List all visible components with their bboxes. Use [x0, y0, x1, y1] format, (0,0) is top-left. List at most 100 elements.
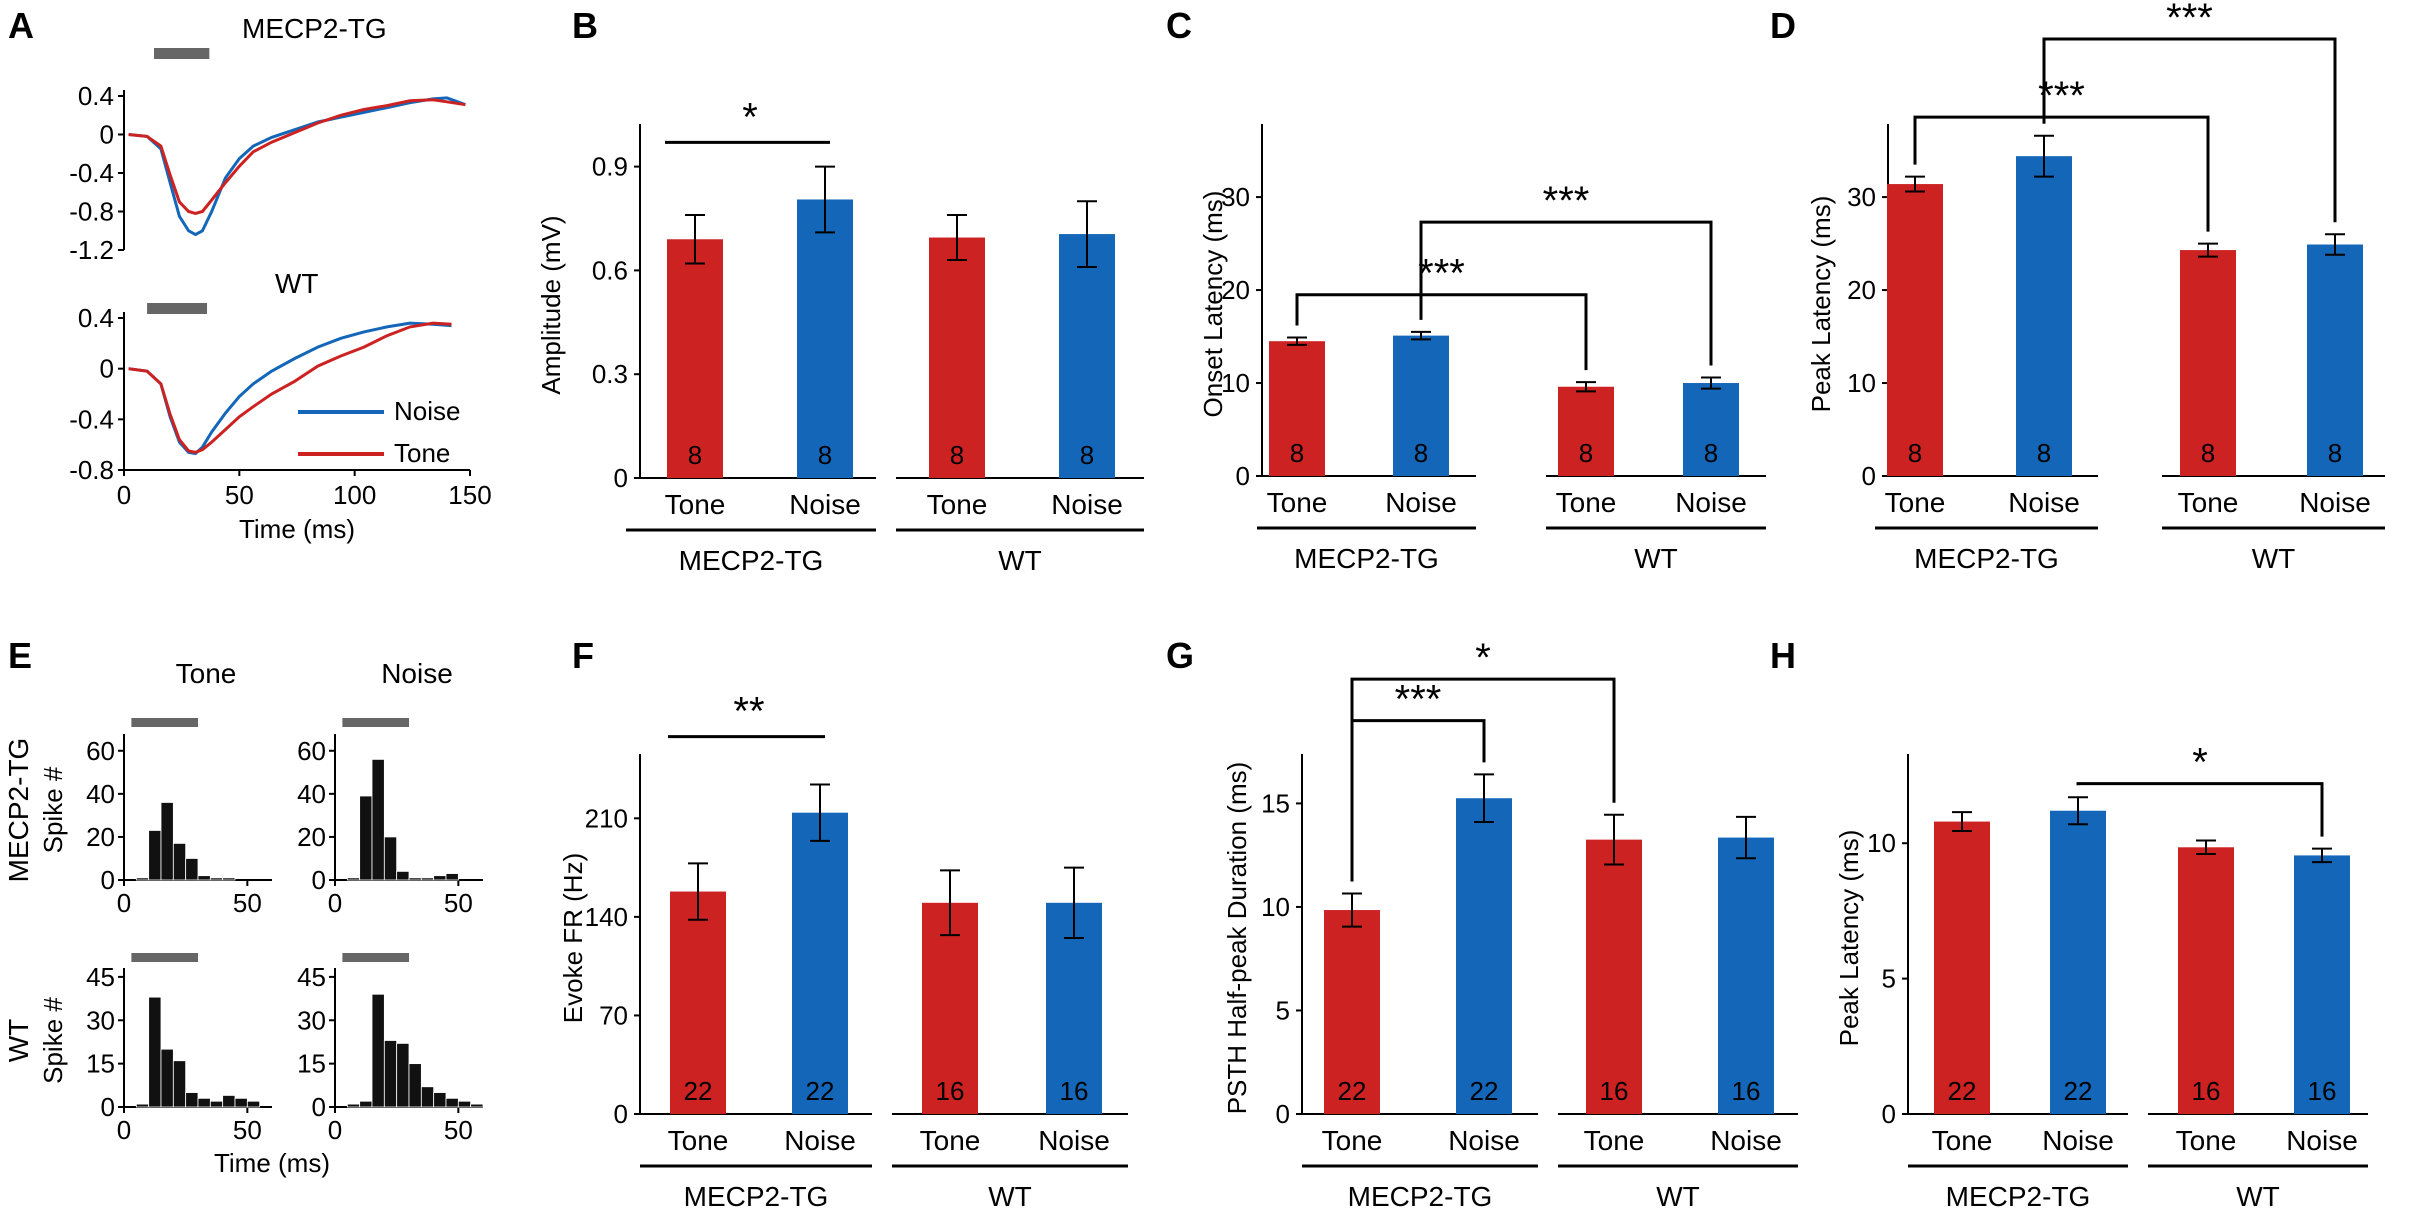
panel-f-n-label-1: 22 [806, 1076, 835, 1106]
panel-e-mecp2-tone-bin-2 [148, 830, 162, 881]
panel-f-n-label-0: 22 [684, 1076, 713, 1106]
panel-e-mecp2-tone-bin-7 [209, 877, 224, 881]
panel-g-y-tick-label-1: 5 [1276, 995, 1290, 1025]
panel-d-n-label-0: 8 [1908, 438, 1922, 468]
panel-e-mecp2-tone-y-tick-label-1: 20 [86, 822, 115, 852]
panel-d-y-tick-label-3: 30 [1847, 182, 1876, 212]
panel-g-n-label-3: 16 [1732, 1076, 1761, 1106]
panel-d-n-label-1: 8 [2037, 438, 2051, 468]
panel-e-wt-tone-bin-10 [246, 1100, 261, 1108]
panel-c-sig-bracket-1 [1419, 220, 1713, 366]
panel-e-wt-noise-y-tick-label-2: 30 [297, 1005, 326, 1035]
panel-g-category-label-2: Tone [1584, 1125, 1645, 1156]
panel-f-category-label-1: Noise [784, 1125, 856, 1156]
panel-d-group-label-mecp2: MECP2-TG [1914, 543, 2059, 574]
panel-e-mecp2-tone-bin-8 [222, 877, 236, 881]
panel-h-n-label-2: 16 [2192, 1076, 2221, 1106]
panel-h-category-label-0: Tone [1932, 1125, 1993, 1156]
panel-e-mecp2-noise-bin-7 [420, 877, 435, 881]
panel-f-group-label-mecp2: MECP2-TG [684, 1181, 829, 1208]
panel-e-wt-tone-bin-2 [148, 996, 162, 1108]
panel-a-mecp2-y-tick-label-0: 0.4 [78, 81, 114, 111]
panel-d-n-label-3: 8 [2328, 438, 2342, 468]
panel-b-y-tick-label-0: 0 [614, 463, 628, 493]
panel-h-group-label-mecp2: MECP2-TG [1946, 1181, 2091, 1208]
panel-a-wt-legend-label-noise: Noise [394, 396, 460, 426]
panel-g-group-label-mecp2: MECP2-TG [1348, 1181, 1493, 1208]
panel-e-mecp2-noise-y-tick-label-3: 60 [297, 736, 326, 766]
panel-d-category-label-1: Noise [2008, 487, 2080, 518]
panel-c-category-label-1: Noise [1385, 487, 1457, 518]
panel-c-bar-1 [1393, 335, 1449, 476]
panel-c-y-tick-label-2: 20 [1221, 275, 1250, 305]
panel-d-y-tick-label-1: 10 [1847, 368, 1876, 398]
panel-e-mecp2-tone-row-label: MECP2-TG [3, 738, 34, 883]
panel-a-wt-y-tick-label-1: 0 [100, 354, 114, 384]
panel-g-y-axis-label: PSTH Half-peak Duration (ms) [1222, 762, 1252, 1115]
panel-a-mecp2-title: MECP2-TG [242, 13, 387, 44]
panel-b-n-label-0: 8 [688, 440, 702, 470]
panel-e-mecp2-tone-stimulus-bar [131, 718, 198, 727]
panel-f-n-label-3: 16 [1060, 1076, 1089, 1106]
panel-d-bar-3 [2307, 244, 2363, 476]
panel-c-sig-label-1: *** [1543, 179, 1590, 223]
panel-e-mecp2-tone-y-tick-label-0: 0 [101, 865, 115, 895]
panel-e-mecp2-noise-y-tick-label-0: 0 [312, 865, 326, 895]
panel-d-category-label-2: Tone [2178, 487, 2239, 518]
panel-b-bar-2 [929, 237, 985, 478]
panel-e-wt-noise-y-tick-label-1: 15 [297, 1049, 326, 1079]
panel-b-y-tick-label-1: 0.3 [592, 359, 628, 389]
panel-e-mecp2-noise-bin-6 [408, 877, 422, 881]
panel-a-wt-x-tick-label-2: 100 [333, 480, 376, 510]
panel-d-sig-label-0: *** [2038, 74, 2085, 118]
panel-c-sig-bracket-0 [1295, 293, 1588, 371]
panel-a-wt-x-tick-label-0: 0 [117, 480, 131, 510]
panel-g-sig-label-0: *** [1395, 678, 1442, 722]
panel-f-y-axis-label: Evoke FR (Hz) [558, 853, 588, 1023]
panel-b-bar-1 [797, 199, 853, 478]
panel-g-n-label-2: 16 [1600, 1076, 1629, 1106]
panel-b-n-label-3: 8 [1080, 440, 1094, 470]
panel-e-wt-noise-bin-10 [457, 1100, 472, 1108]
panel-e-wt-noise-bin-5 [396, 1042, 410, 1108]
panel-f-y-tick-label-2: 140 [585, 902, 628, 932]
panel-b-bar-3 [1059, 234, 1115, 478]
panel-c-sig-label-0: *** [1418, 252, 1465, 296]
panel-f-bar-0 [670, 891, 726, 1114]
panel-e-wt-tone-bin-3 [160, 1048, 174, 1108]
panel-c-category-label-3: Noise [1675, 487, 1747, 518]
panel-e-mecp2-tone-bin-3 [160, 802, 174, 881]
panel-e-mecp2-noise-x-tick-label-1: 50 [444, 888, 473, 918]
panel-label-e: E [8, 635, 32, 676]
panel-g-n-label-1: 22 [1470, 1076, 1499, 1106]
panel-e-mecp2-tone-bin-6 [197, 875, 211, 881]
panel-a-mecp2-trace-tone [128, 98, 466, 215]
panel-d-bar-1 [2016, 156, 2072, 476]
panel-b-sig-label-0: * [742, 95, 758, 139]
panel-f-y-tick-label-1: 70 [599, 1000, 628, 1030]
panel-e-wt-tone-y-axis-label: Spike # [38, 997, 68, 1084]
panel-f-y-tick-label-3: 210 [585, 803, 628, 833]
panel-f-y-tick-label-0: 0 [614, 1099, 628, 1129]
panel-a-mecp2-stimulus-bar [153, 48, 210, 59]
panel-e-wt-noise-bin-7 [420, 1086, 435, 1108]
panel-e-mecp2-tone-title: Tone [176, 658, 237, 689]
panel-f-category-label-0: Tone [668, 1125, 729, 1156]
panel-e-mecp2-tone-bin-4 [172, 842, 187, 881]
panel-e-wt-noise-x-tick-label-1: 50 [444, 1115, 473, 1145]
panel-e-wt-tone-bin-9 [234, 1097, 248, 1108]
panel-c-bar-2 [1558, 386, 1614, 476]
panel-e-mecp2-noise-bin-3 [371, 758, 385, 881]
panel-a-wt-trace-tone [128, 321, 452, 454]
panel-label-d: D [1770, 5, 1796, 46]
panel-a-wt-legend-label-tone: Tone [394, 438, 450, 468]
panel-label-a: A [8, 5, 34, 46]
panel-g-n-label-0: 22 [1338, 1076, 1367, 1106]
panel-c-category-label-2: Tone [1556, 487, 1617, 518]
panel-g-y-tick-label-0: 0 [1276, 1099, 1290, 1129]
panel-label-c: C [1166, 5, 1192, 46]
panel-d-bar-2 [2180, 250, 2236, 476]
panel-g-bar-2 [1586, 839, 1642, 1114]
panel-b-category-label-0: Tone [665, 489, 726, 520]
